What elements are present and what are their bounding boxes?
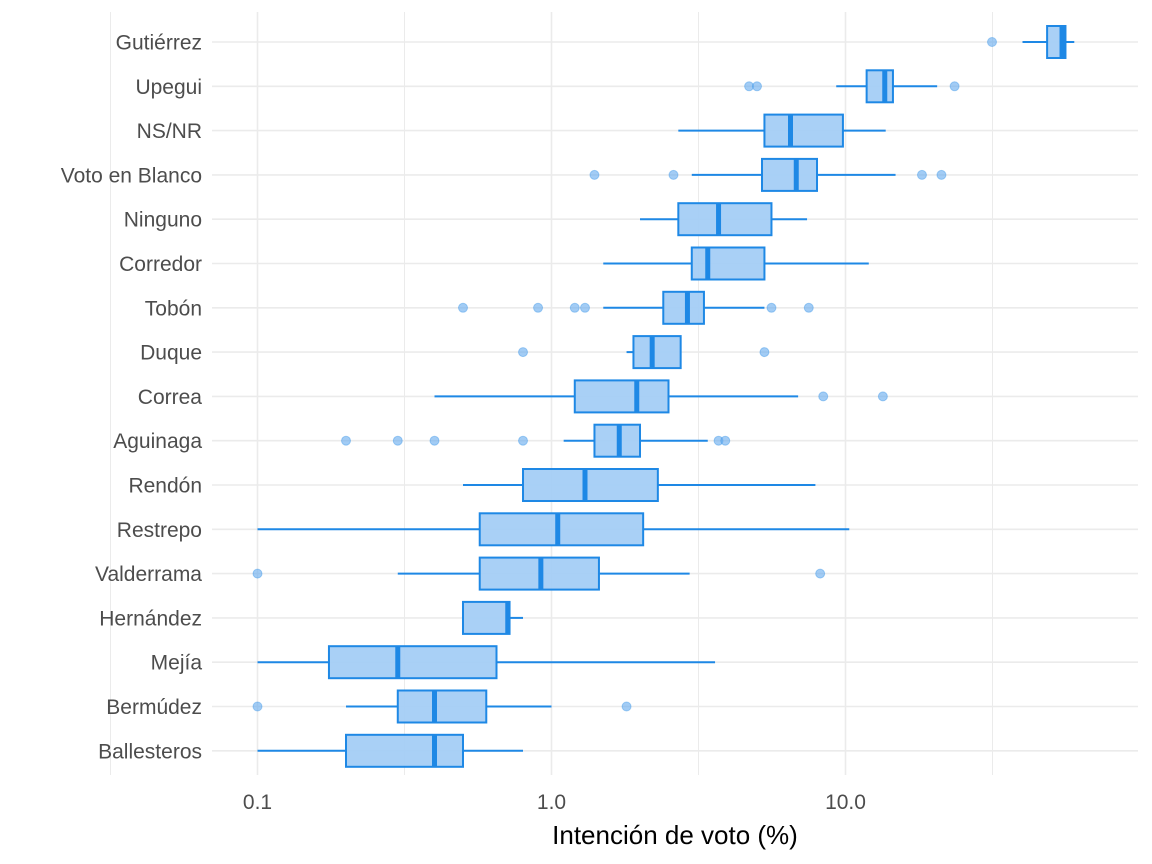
box-iqr bbox=[396, 689, 488, 724]
category-label: Upegui bbox=[135, 76, 202, 99]
outlier-point bbox=[818, 391, 829, 402]
box-iqr bbox=[573, 379, 670, 414]
category-label: Ninguno bbox=[124, 209, 202, 232]
x-tick-label: 1.0 bbox=[537, 791, 566, 814]
category-label: Valderrama bbox=[95, 563, 202, 586]
box-iqr bbox=[677, 202, 773, 237]
category-label: Duque bbox=[140, 342, 202, 365]
category-label: Bermúdez bbox=[106, 696, 202, 719]
box-series bbox=[518, 335, 770, 370]
box-series bbox=[603, 246, 869, 281]
outlier-point bbox=[392, 435, 403, 446]
category-label: Gutiérrez bbox=[116, 32, 202, 55]
box-series bbox=[257, 733, 524, 768]
category-label: Mejía bbox=[151, 652, 203, 675]
category-labels: Gutiérrez Upegui NS/NR Voto en Blanco Ningun… bbox=[61, 32, 203, 764]
box-series bbox=[252, 689, 632, 724]
outlier-point bbox=[518, 435, 529, 446]
outlier-point bbox=[877, 391, 888, 402]
box-series bbox=[744, 69, 960, 104]
outlier-point bbox=[949, 81, 960, 92]
outlier-point bbox=[457, 302, 468, 313]
box-iqr bbox=[522, 468, 659, 502]
box-series bbox=[341, 423, 731, 458]
category-label: Correa bbox=[138, 386, 203, 409]
box-iqr bbox=[461, 600, 511, 635]
box-iqr bbox=[345, 733, 464, 768]
box-series bbox=[434, 379, 888, 414]
box-series bbox=[589, 157, 947, 192]
outlier-point bbox=[803, 302, 814, 313]
category-label: Aguinaga bbox=[113, 430, 202, 453]
box-iqr bbox=[327, 645, 498, 680]
outlier-point bbox=[518, 347, 529, 358]
box-iqr bbox=[478, 512, 645, 547]
category-label: Rendón bbox=[128, 475, 202, 498]
outlier-point bbox=[766, 302, 777, 313]
box-series bbox=[678, 113, 886, 148]
outlier-point bbox=[252, 568, 263, 579]
box-iqr bbox=[690, 246, 766, 281]
box-iqr bbox=[761, 157, 819, 192]
box-iqr bbox=[632, 335, 682, 370]
outlier-point bbox=[621, 701, 632, 712]
category-label: Voto en Blanco bbox=[61, 164, 202, 187]
outlier-point bbox=[252, 701, 263, 712]
box-series bbox=[987, 25, 1075, 59]
box-series bbox=[457, 290, 814, 325]
outlier-point bbox=[916, 169, 927, 180]
x-tick-labels: 0.1 1.0 10.0 bbox=[243, 791, 866, 814]
x-tick-label: 10.0 bbox=[825, 791, 866, 814]
x-axis-title: Intención de voto (%) bbox=[552, 820, 798, 850]
category-label: NS/NR bbox=[137, 120, 202, 143]
x-tick-label: 0.1 bbox=[243, 791, 272, 814]
category-label: Tobón bbox=[145, 297, 202, 320]
box-series bbox=[252, 556, 826, 591]
box-iqr bbox=[763, 113, 844, 148]
box-layer bbox=[252, 25, 1075, 768]
outlier-point bbox=[341, 435, 352, 446]
box-series bbox=[640, 202, 808, 237]
outlier-point bbox=[815, 568, 826, 579]
outlier-point bbox=[579, 302, 590, 313]
box-series bbox=[462, 468, 816, 502]
outlier-point bbox=[569, 302, 580, 313]
category-label: Ballesteros bbox=[98, 740, 202, 763]
category-label: Restrepo bbox=[117, 519, 202, 542]
outlier-point bbox=[751, 81, 762, 92]
box-series bbox=[461, 600, 524, 635]
outlier-point bbox=[533, 302, 544, 313]
outlier-point bbox=[936, 169, 947, 180]
box-iqr bbox=[662, 290, 705, 325]
outlier-point bbox=[987, 37, 998, 47]
outlier-point bbox=[429, 435, 440, 446]
outlier-point bbox=[589, 169, 600, 180]
box-series bbox=[257, 512, 850, 547]
outlier-point bbox=[668, 169, 679, 180]
box-series bbox=[257, 645, 716, 680]
category-label: Hernández bbox=[99, 607, 202, 630]
outlier-point bbox=[759, 347, 770, 358]
outlier-point bbox=[720, 435, 731, 446]
category-label: Corredor bbox=[119, 253, 202, 276]
box-iqr bbox=[865, 69, 894, 104]
